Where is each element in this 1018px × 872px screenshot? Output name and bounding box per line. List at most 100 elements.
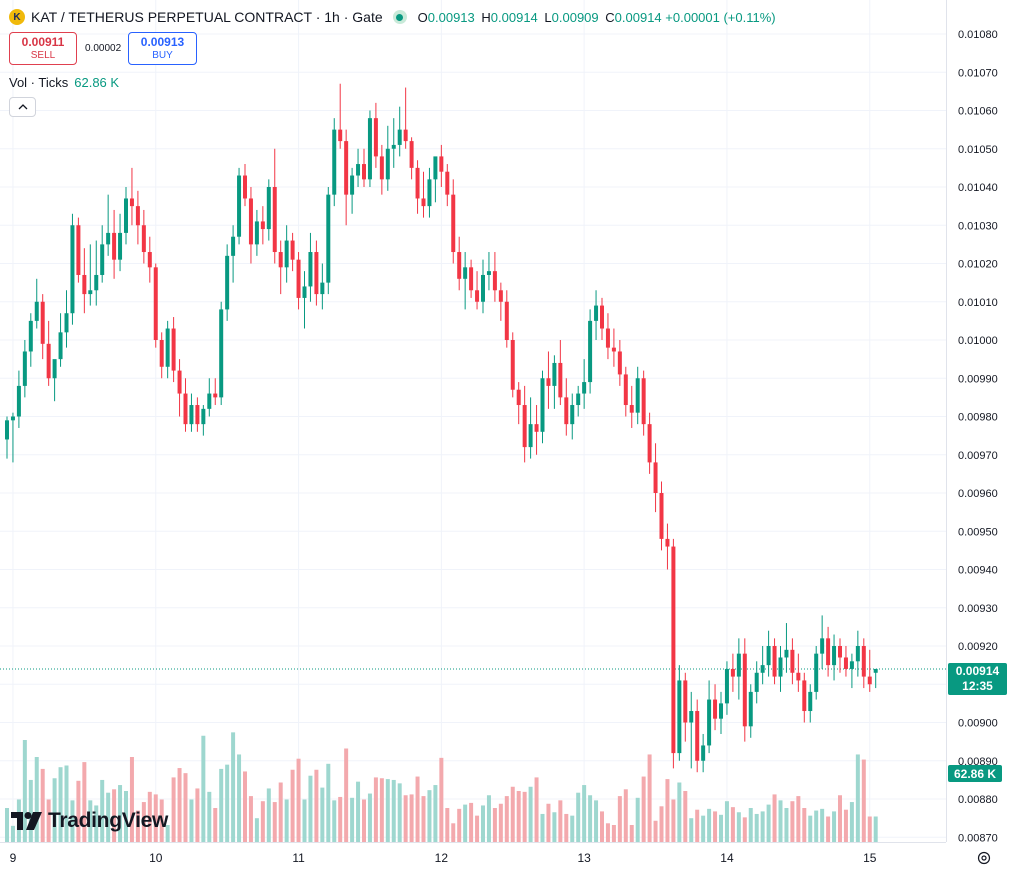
- volume-bar: [52, 778, 57, 842]
- volume-bar: [623, 789, 628, 842]
- volume-bar: [165, 825, 170, 842]
- volume-bar: [314, 769, 319, 842]
- candle-body: [701, 745, 706, 761]
- candle-body: [367, 118, 372, 180]
- symbol-logo-icon[interactable]: K: [9, 9, 25, 25]
- candle-body: [278, 252, 283, 268]
- time-axis: 9 10 11 12 13 14 15: [0, 842, 946, 865]
- volume-bar: [296, 758, 301, 842]
- candle-body: [843, 657, 848, 669]
- volume-bar: [391, 779, 396, 842]
- candle-body: [237, 175, 242, 237]
- volume-bar: [195, 788, 200, 842]
- volume-bar: [219, 768, 224, 842]
- volume-bar: [665, 779, 670, 842]
- volume-bar: [332, 800, 337, 842]
- volume-bar: [867, 816, 872, 842]
- chart-header: K KAT / TETHERUS PERPETUAL CONTRACT · 1h…: [9, 6, 776, 28]
- volume-bar: [266, 788, 271, 842]
- candle-body: [165, 328, 170, 367]
- volume-bar: [64, 765, 69, 842]
- volume-bar: [367, 793, 372, 842]
- candle-body: [475, 290, 480, 302]
- candle-body: [772, 646, 777, 677]
- volume-bar: [724, 801, 729, 842]
- volume-bar: [344, 748, 349, 842]
- candle-body: [647, 424, 652, 463]
- candle-body: [510, 340, 515, 390]
- candle-body: [326, 194, 331, 283]
- volume-bar: [415, 776, 420, 842]
- candle-body: [153, 267, 158, 340]
- volume-legend[interactable]: Vol · Ticks 62.86 K: [9, 75, 119, 90]
- candle-body: [260, 221, 265, 230]
- candle-body: [808, 691, 813, 712]
- candle-body: [504, 301, 509, 340]
- candle-body: [403, 129, 408, 142]
- volume-bar: [171, 777, 176, 842]
- volume-bar: [40, 768, 45, 842]
- volume-bar: [802, 808, 807, 842]
- gear-icon[interactable]: [976, 850, 992, 866]
- candle-body: [124, 198, 128, 233]
- last-price-tag: 0.00914 12:35: [948, 663, 1007, 695]
- candle-body: [481, 274, 485, 302]
- volume-bar: [796, 796, 801, 842]
- volume-bar: [683, 791, 688, 842]
- candle-body: [826, 638, 831, 666]
- tradingview-logo[interactable]: TradingView: [11, 809, 168, 833]
- y-tick-label: 0.00870: [958, 832, 998, 844]
- candle-body: [540, 378, 545, 432]
- volume-bar: [778, 800, 783, 842]
- tradingview-logo-icon: [11, 812, 42, 830]
- volume-bar: [445, 808, 450, 842]
- candle-body: [433, 156, 438, 180]
- x-tick-label: 13: [577, 851, 591, 865]
- buy-button[interactable]: 0.00913 BUY: [128, 32, 197, 65]
- bar-countdown: 12:35: [962, 679, 993, 693]
- collapse-legend-button[interactable]: [9, 97, 36, 117]
- volume-bar: [326, 763, 331, 842]
- y-tick-label: 0.01030: [958, 220, 998, 232]
- candle-body: [248, 198, 253, 245]
- candle-body: [76, 225, 81, 275]
- sell-button[interactable]: 0.00911 SELL: [9, 32, 77, 65]
- volume-bar: [82, 762, 87, 842]
- candle-body: [135, 206, 140, 226]
- candle-body: [641, 378, 646, 425]
- volume-bar: [153, 794, 158, 842]
- chevron-up-icon: [18, 104, 27, 110]
- high-value: 0.00914: [490, 9, 538, 25]
- candle-body: [219, 309, 224, 398]
- volume-bar: [356, 781, 361, 842]
- candle-body: [58, 332, 63, 360]
- candle-body: [225, 255, 230, 310]
- candle-body: [397, 129, 402, 145]
- volume-bar: [362, 799, 366, 842]
- candle-body: [106, 232, 111, 245]
- candle-body: [653, 462, 658, 493]
- volume-bar: [617, 796, 622, 842]
- candle-body: [588, 320, 593, 383]
- candle-body: [546, 378, 551, 386]
- volume-bar: [320, 787, 325, 842]
- volume-bar: [826, 816, 831, 842]
- volume-bar: [707, 808, 712, 842]
- candle-body: [189, 405, 194, 425]
- volume-bar: [409, 794, 414, 842]
- volume-bar: [772, 794, 777, 842]
- candle-body: [22, 351, 27, 386]
- volume-bar: [492, 808, 497, 842]
- volume-bar: [481, 805, 485, 842]
- volume-bar: [475, 815, 480, 842]
- volume-bar: [766, 804, 771, 842]
- volume-bar: [742, 817, 747, 842]
- y-tick-label: 0.00890: [958, 756, 998, 768]
- y-tick-label: 0.00990: [958, 373, 998, 385]
- candle-body: [88, 290, 93, 295]
- symbol-title[interactable]: KAT / TETHERUS PERPETUAL CONTRACT · 1h ·…: [31, 9, 383, 25]
- candle-body: [498, 290, 503, 302]
- y-tick-label: 0.00980: [958, 412, 998, 424]
- volume-bar: [141, 802, 146, 842]
